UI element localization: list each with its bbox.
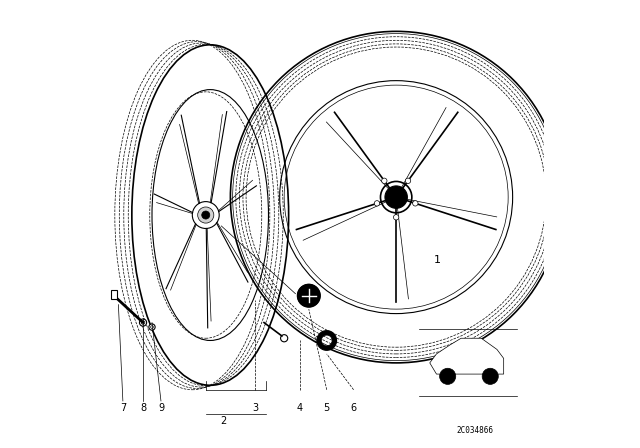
Text: 4: 4 bbox=[297, 403, 303, 413]
Text: 2C034866: 2C034866 bbox=[456, 426, 493, 435]
Circle shape bbox=[198, 207, 214, 223]
Circle shape bbox=[374, 201, 380, 206]
Text: 8: 8 bbox=[140, 403, 146, 413]
Circle shape bbox=[321, 335, 332, 346]
Circle shape bbox=[482, 368, 499, 384]
Circle shape bbox=[413, 201, 418, 206]
Circle shape bbox=[380, 181, 412, 213]
Circle shape bbox=[298, 284, 320, 307]
Text: 7: 7 bbox=[120, 403, 126, 413]
Circle shape bbox=[405, 178, 411, 184]
Circle shape bbox=[280, 335, 288, 342]
Polygon shape bbox=[430, 338, 504, 374]
Circle shape bbox=[440, 368, 456, 384]
Text: 1: 1 bbox=[435, 255, 441, 265]
Text: 3: 3 bbox=[252, 403, 258, 413]
Circle shape bbox=[140, 319, 147, 326]
Circle shape bbox=[149, 324, 155, 330]
FancyBboxPatch shape bbox=[111, 290, 117, 299]
Text: 9: 9 bbox=[158, 403, 164, 413]
Circle shape bbox=[192, 202, 219, 228]
Text: 5: 5 bbox=[324, 403, 330, 413]
Circle shape bbox=[317, 331, 337, 350]
Circle shape bbox=[385, 186, 408, 208]
Circle shape bbox=[202, 211, 210, 219]
Text: 2: 2 bbox=[221, 416, 227, 426]
Text: 6: 6 bbox=[351, 403, 356, 413]
Circle shape bbox=[394, 215, 399, 220]
Circle shape bbox=[381, 178, 387, 184]
